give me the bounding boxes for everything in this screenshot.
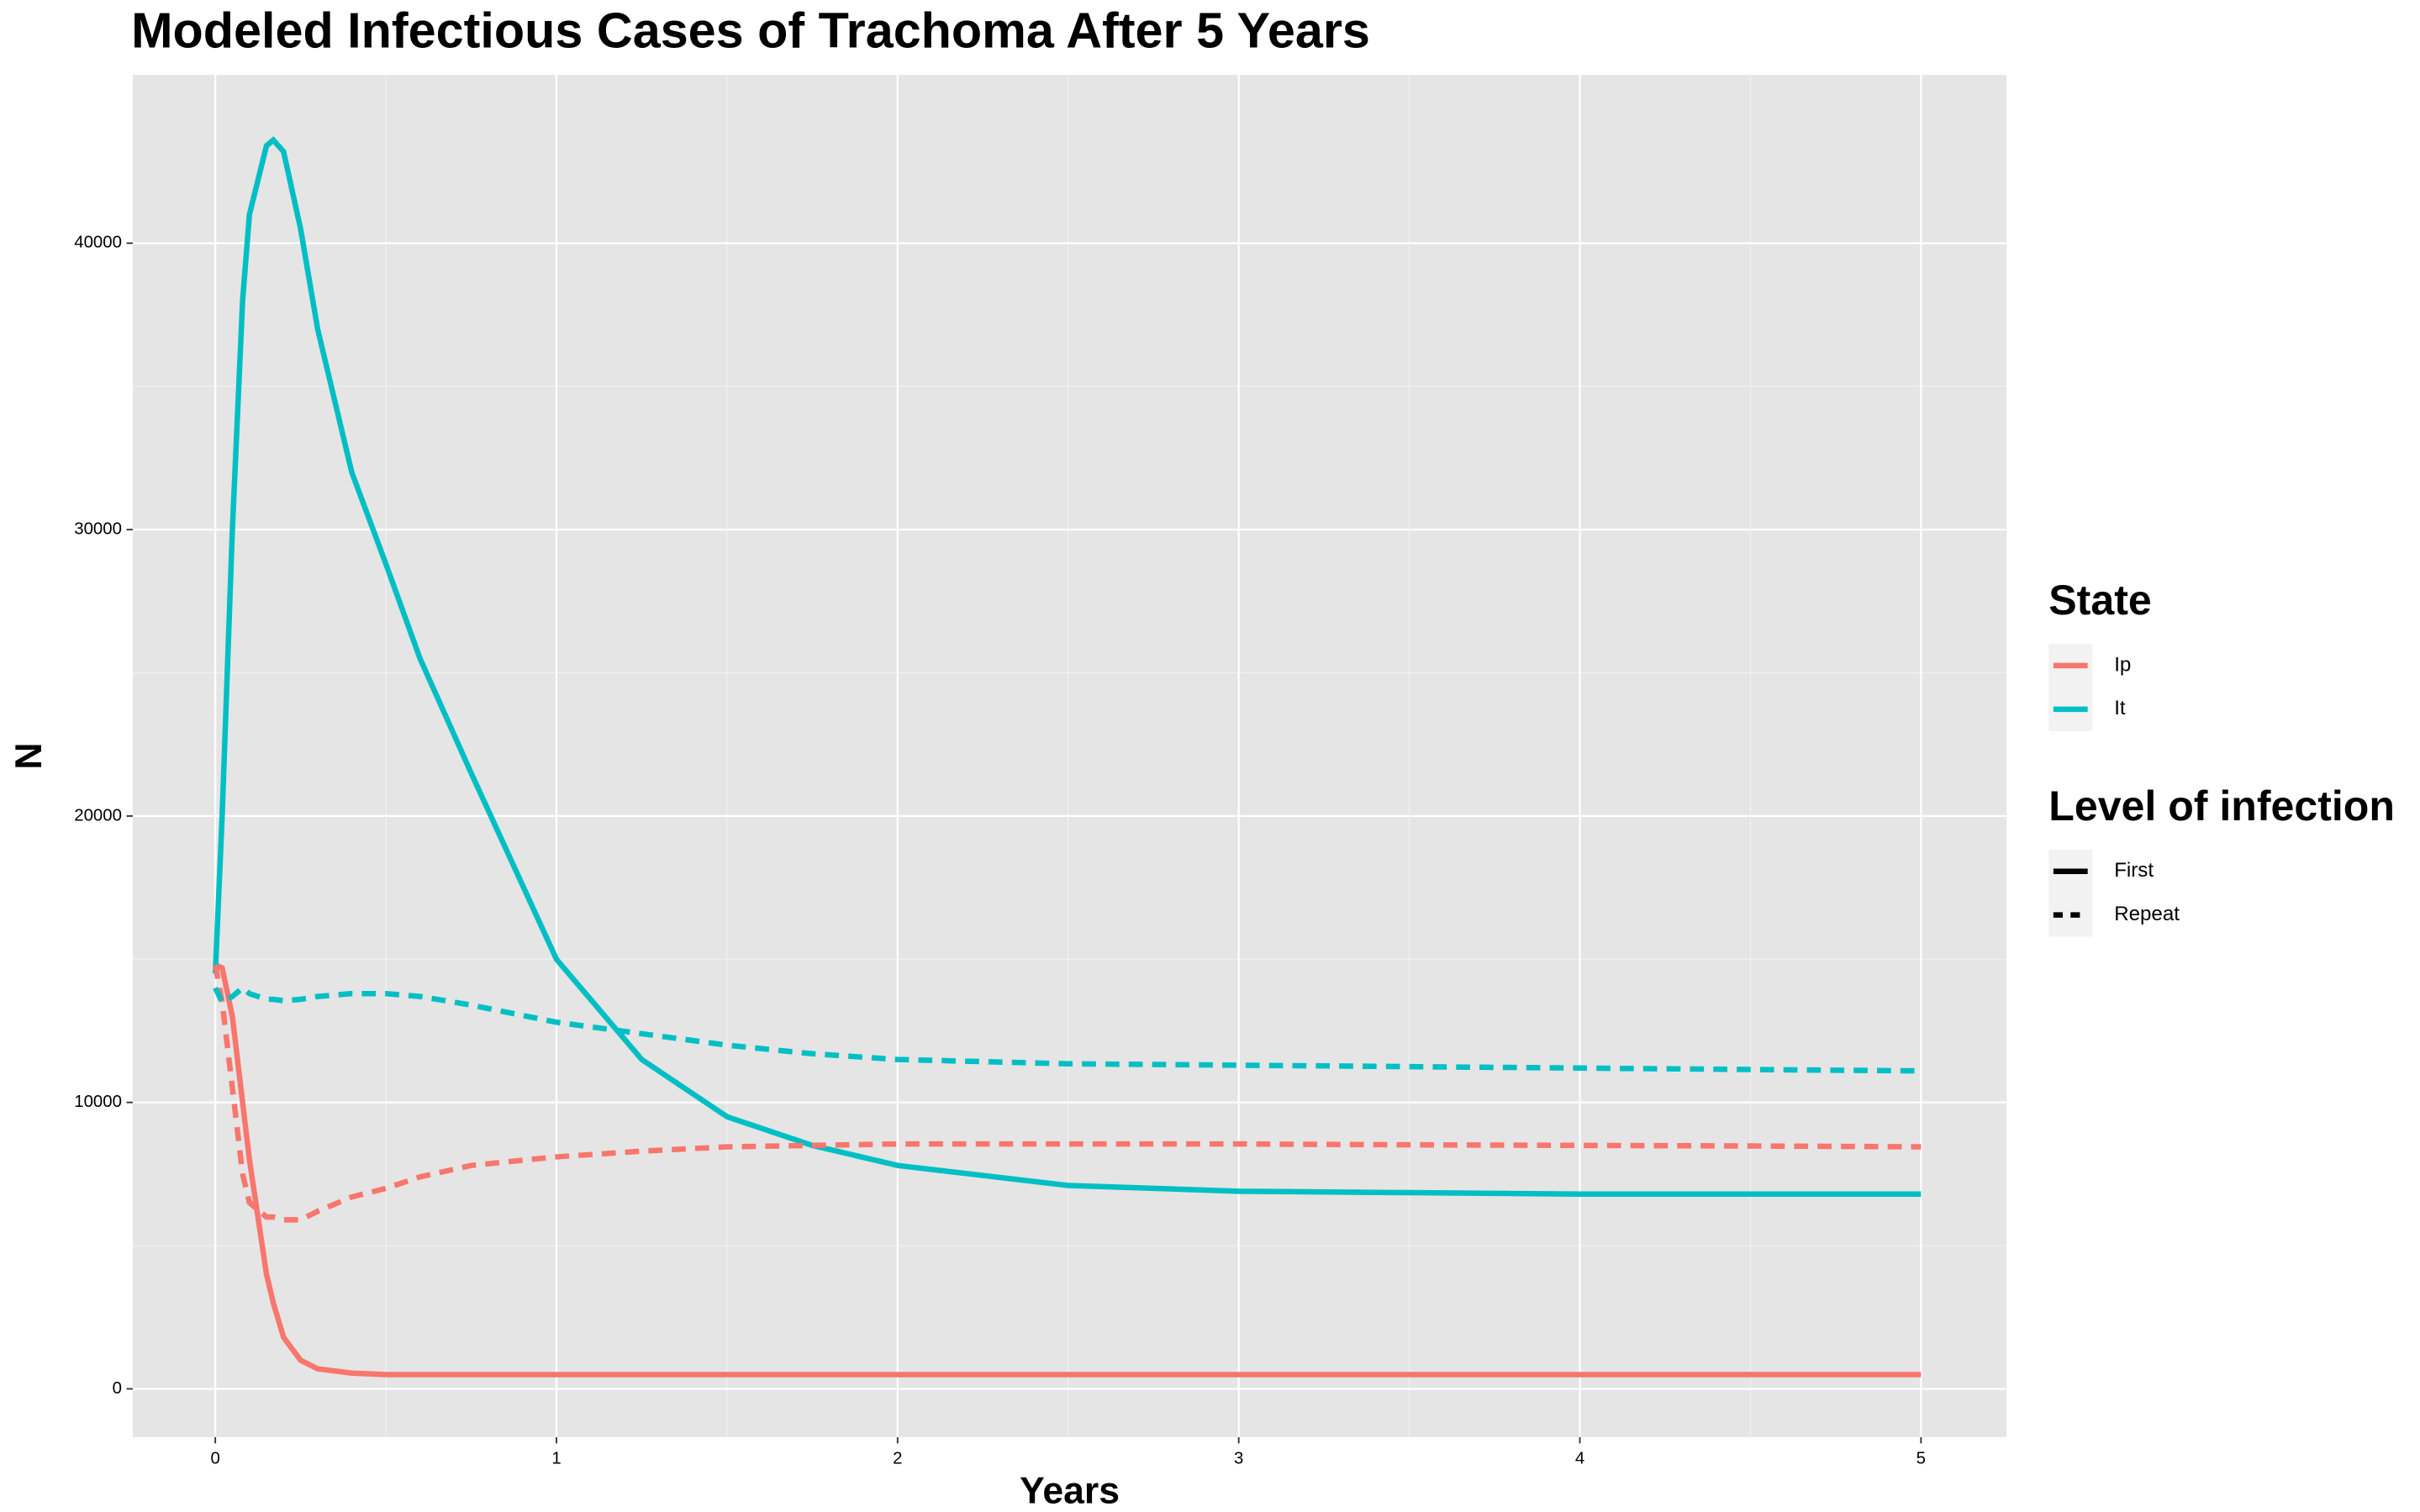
y-tick-label: 0: [113, 1379, 122, 1398]
legend-label: First: [2114, 859, 2154, 882]
legend-label: Repeat: [2114, 903, 2180, 925]
series-line: [212, 964, 1922, 1223]
legend-label: It: [2114, 697, 2126, 719]
x-tick-label: 2: [893, 1449, 902, 1467]
x-tick-label: 3: [1234, 1449, 1243, 1467]
series-line: [214, 962, 1922, 1378]
legend-title: State: [2048, 577, 2151, 624]
x-tick-label: 1: [551, 1449, 561, 1467]
y-tick-label: 10000: [74, 1093, 122, 1111]
grid: [132, 75, 2007, 1437]
x-tick-label: 4: [1575, 1449, 1584, 1467]
y-tick-label: 30000: [74, 520, 122, 539]
legend: State Ip It Level of infection First Repeat: [2048, 577, 2395, 937]
plot-panel: [132, 75, 2007, 1437]
lines: [212, 136, 1922, 1378]
y-tick-label: 40000: [74, 234, 122, 252]
series-line: [213, 984, 1922, 1074]
x-axis-label: Years: [1020, 1470, 1120, 1511]
chart-title: Modeled Infectious Cases of Trachoma Aft…: [131, 2, 1370, 58]
series-line: [212, 136, 1922, 1197]
x-tick-label: 0: [210, 1449, 219, 1467]
x-tick-label: 5: [1916, 1449, 1926, 1467]
legend-title: Level of infection: [2048, 782, 2395, 830]
y-tick-label: 20000: [74, 806, 122, 824]
axes: 0 1 2 3 4 5 0 10000 20000 30000 40000: [74, 234, 1926, 1468]
y-axis-label: N: [8, 742, 50, 769]
legend-label: Ip: [2114, 653, 2131, 676]
